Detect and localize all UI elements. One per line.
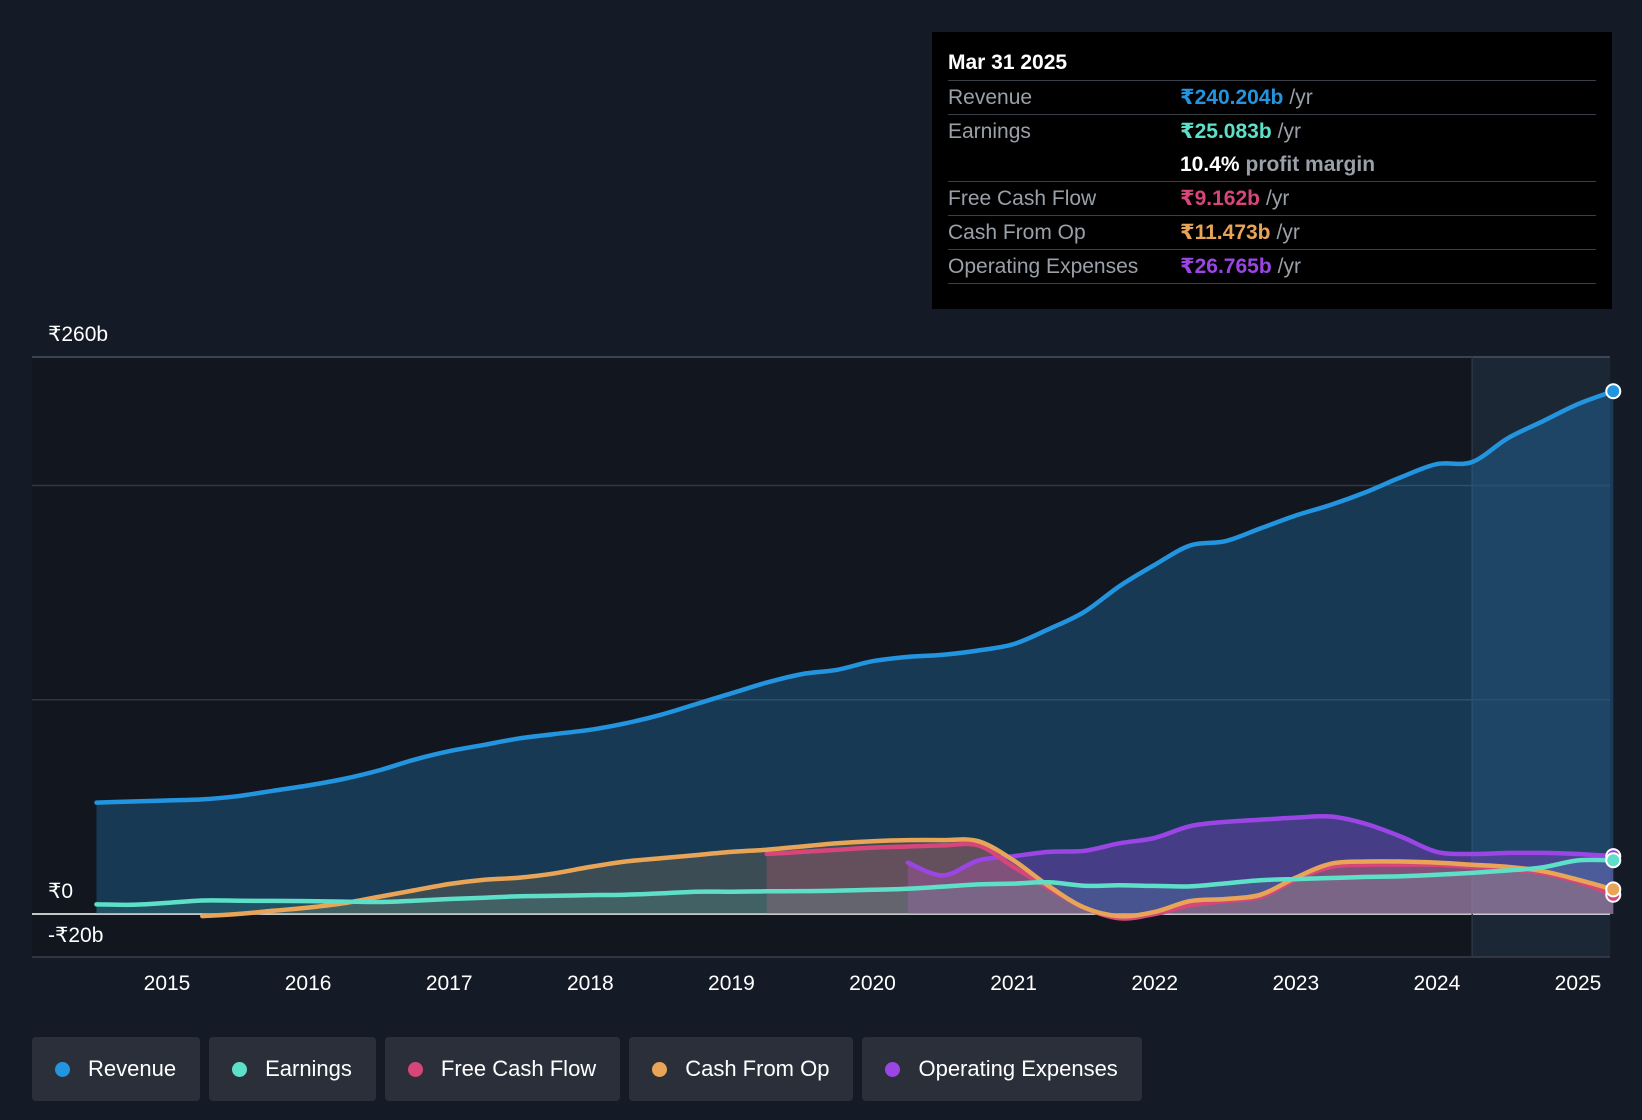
legend-item-free-cash-flow[interactable]: Free Cash Flow	[384, 1037, 621, 1101]
series-lines	[94, 389, 1616, 921]
cfo-end-point	[1605, 881, 1622, 898]
series-end-markers	[1605, 383, 1622, 903]
x-tick-label: 2019	[708, 972, 755, 995]
legend-dot-icon	[885, 1061, 901, 1077]
x-tick-label: 2021	[990, 972, 1037, 995]
legend-dot-icon	[55, 1061, 70, 1077]
y-tick-label: ₹260b	[48, 323, 108, 346]
plot-background	[32, 357, 1610, 957]
legend-item-revenue[interactable]: Revenue	[32, 1037, 201, 1101]
tooltip-value: ₹11.473b	[1180, 221, 1271, 244]
tooltip-row-opex: Operating Expenses ₹26.765b /yr	[948, 250, 1596, 284]
tooltip-value: ₹25.083b	[1180, 120, 1272, 143]
legend-dot-icon	[652, 1061, 668, 1077]
revenue-end-point	[1605, 383, 1622, 400]
revenue-line	[94, 389, 1616, 805]
y-axis-labels: ₹260b ₹0 -₹20b	[48, 323, 108, 947]
tooltip-label: Cash From Op	[948, 221, 1086, 244]
opex-line	[905, 813, 1616, 878]
x-tick-label: 2016	[285, 972, 332, 995]
earnings-line	[94, 857, 1616, 908]
y-tick-label: ₹0	[48, 880, 73, 903]
tooltip-label: Revenue	[948, 86, 1033, 109]
tooltip-row-fcf: Free Cash Flow ₹9.162b /yr	[948, 182, 1596, 216]
tooltip-value: ₹26.765b	[1180, 255, 1272, 278]
legend-dot-icon	[407, 1061, 423, 1077]
legend-label: Operating Expenses	[918, 1056, 1118, 1081]
revenue-area	[96, 391, 1614, 914]
tooltip-unit: /yr	[1277, 255, 1301, 278]
data-tooltip: Mar 31 2025 Revenue ₹240.204b /yr Earnin…	[932, 32, 1612, 309]
x-tick-label: 2015	[144, 972, 191, 995]
past-data-highlight	[1472, 357, 1610, 957]
x-tick-label: 2023	[1272, 972, 1319, 995]
cfo-line	[200, 837, 1616, 919]
x-tick-label: 2020	[849, 972, 896, 995]
x-tick-label: 2018	[567, 972, 614, 995]
legend: Revenue Earnings Free Cash Flow Cash Fro…	[32, 1037, 1142, 1101]
tooltip-row-profit-margin: 10.4% profit margin	[948, 148, 1596, 182]
tooltip-label: Operating Expenses	[948, 255, 1139, 278]
legend-dot-icon	[232, 1061, 248, 1077]
tooltip-unit: /yr	[1276, 221, 1300, 244]
gridlines	[32, 356, 1610, 958]
legend-label: Earnings	[265, 1056, 352, 1081]
tooltip-label: Earnings	[948, 120, 1031, 143]
tooltip-row-cfo: Cash From Op ₹11.473b /yr	[948, 216, 1596, 250]
opex-area	[907, 816, 1614, 914]
tooltip-unit: /yr	[1289, 86, 1313, 109]
tooltip-label	[948, 148, 1180, 181]
tooltip-date: Mar 31 2025	[948, 46, 1596, 81]
tooltip-value: 10.4%	[1180, 153, 1240, 176]
legend-label: Cash From Op	[685, 1056, 830, 1081]
tooltip-value: ₹9.162b	[1180, 187, 1260, 210]
x-tick-label: 2025	[1555, 972, 1602, 995]
tooltip-row-revenue: Revenue ₹240.204b /yr	[948, 81, 1596, 115]
tooltip-label: Free Cash Flow	[948, 187, 1097, 210]
x-axis-labels: 2015 2016 2017 2018 2019 2020 2021 2022 2023 2024…	[144, 972, 1602, 995]
legend-item-operating-expenses[interactable]: Operating Expenses	[862, 1037, 1142, 1101]
x-tick-label: 2017	[426, 972, 473, 995]
tooltip-row-earnings: Earnings ₹25.083b /yr	[948, 115, 1596, 148]
y-tick-label: -₹20b	[48, 924, 103, 947]
x-tick-label: 2024	[1414, 972, 1461, 995]
tooltip-value: ₹240.204b	[1180, 86, 1284, 109]
legend-item-cash-from-op[interactable]: Cash From Op	[629, 1037, 854, 1101]
tooltip-unit: /yr	[1277, 120, 1301, 143]
legend-item-earnings[interactable]: Earnings	[209, 1037, 376, 1101]
legend-label: Free Cash Flow	[440, 1056, 597, 1081]
tooltip-unit: /yr	[1266, 187, 1290, 210]
tooltip-unit: profit margin	[1245, 153, 1376, 176]
legend-label: Revenue	[88, 1056, 177, 1081]
x-tick-label: 2022	[1131, 972, 1178, 995]
earnings-end-point	[1605, 852, 1622, 869]
